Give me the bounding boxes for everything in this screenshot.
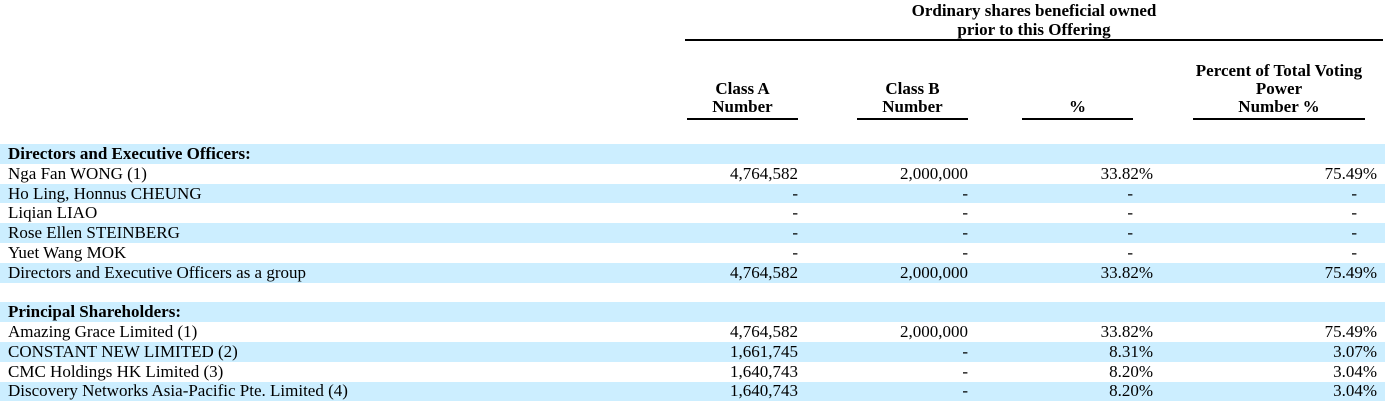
class-a-value: - — [792, 183, 798, 203]
column-header-class-b: Class B Number — [857, 80, 968, 120]
class-b-value: 2,000,000 — [900, 163, 968, 183]
percent-value: 8.31% — [1109, 341, 1153, 361]
class-a-value: 1,640,743 — [730, 361, 798, 381]
voting-power-value: 3.04% — [1333, 361, 1377, 381]
percent-value: - — [1127, 203, 1133, 223]
shareholder-name: Nga Fan WONG (1) — [8, 163, 147, 183]
section-row-directors: Directors and Executive Officers: — [0, 144, 1385, 164]
class-a-value: 4,764,582 — [730, 262, 798, 282]
class-b-value: - — [962, 183, 968, 203]
class-b-label: Class B — [885, 79, 940, 98]
class-a-value: 1,661,745 — [730, 341, 798, 361]
class-b-value: - — [962, 381, 968, 401]
voting-power-value: 3.04% — [1333, 381, 1377, 401]
class-b-value: - — [962, 223, 968, 243]
voting-power-label-line2: Power — [1255, 79, 1303, 98]
shareholder-name: Yuet Wang MOK — [8, 242, 127, 262]
class-b-value: - — [962, 341, 968, 361]
table-row: Yuet Wang MOK - - - - — [0, 243, 1385, 263]
column-header-row: Class A Number Class B Number % Percent … — [0, 41, 1385, 120]
shareholder-name: CONSTANT NEW LIMITED (2) — [8, 341, 238, 361]
table-title-line2: prior to this Offering — [957, 20, 1111, 39]
voting-power-value: - — [1351, 223, 1357, 243]
shareholder-name: CMC Holdings HK Limited (3) — [8, 361, 224, 381]
table-row: Nga Fan WONG (1) 4,764,582 2,000,000 33.… — [0, 164, 1385, 184]
shareholder-name: Amazing Grace Limited (1) — [8, 322, 198, 342]
table-title-line1: Ordinary shares beneficial owned — [911, 1, 1157, 20]
voting-power-label-line1: Percent of Total Voting — [1195, 61, 1363, 80]
table-body: Directors and Executive Officers: Nga Fa… — [0, 144, 1385, 402]
class-b-value: - — [962, 242, 968, 262]
percent-value: 33.82% — [1100, 163, 1153, 183]
column-header-voting-power: Percent of Total Voting Power Number % — [1193, 62, 1365, 120]
spacer-row — [0, 283, 1385, 303]
class-a-value: - — [792, 223, 798, 243]
class-a-sublabel: Number — [712, 97, 773, 116]
percent-value: 33.82% — [1100, 322, 1153, 342]
voting-power-value: - — [1351, 183, 1357, 203]
class-b-value: 2,000,000 — [900, 322, 968, 342]
shareholder-name: Liqian LIAO — [8, 203, 98, 223]
percent-value: - — [1127, 223, 1133, 243]
class-a-value: 4,764,582 — [730, 322, 798, 342]
class-a-value: 1,640,743 — [730, 381, 798, 401]
voting-power-value: 3.07% — [1333, 341, 1377, 361]
shareholder-name: Ho Ling, Honnus CHEUNG — [8, 183, 202, 203]
shareholder-name: Rose Ellen STEINBERG — [8, 223, 180, 243]
column-header-class-a: Class A Number — [687, 80, 798, 120]
section-title: Principal Shareholders: — [8, 302, 181, 322]
table-title: Ordinary shares beneficial owned prior t… — [685, 0, 1383, 41]
class-a-value: - — [792, 242, 798, 262]
table-row: CMC Holdings HK Limited (3) 1,640,743 - … — [0, 362, 1385, 382]
column-header-percent: % — [1022, 98, 1133, 120]
table-row-group-total: Directors and Executive Officers as a gr… — [0, 263, 1385, 283]
section-row-principal-shareholders: Principal Shareholders: — [0, 302, 1385, 323]
section-title: Directors and Executive Officers: — [8, 143, 251, 163]
shareholder-name: Discovery Networks Asia-Pacific Pte. Lim… — [8, 381, 348, 401]
table-row: Ho Ling, Honnus CHEUNG - - - - — [0, 184, 1385, 204]
table-row: Discovery Networks Asia-Pacific Pte. Lim… — [0, 381, 1385, 402]
table-row: Liqian LIAO - - - - — [0, 203, 1385, 223]
percent-value: - — [1127, 183, 1133, 203]
voting-power-value: - — [1351, 203, 1357, 223]
class-a-value: - — [792, 203, 798, 223]
voting-power-value: 75.49% — [1324, 163, 1377, 183]
shareholder-name: Directors and Executive Officers as a gr… — [8, 262, 307, 282]
percent-value: 33.82% — [1100, 262, 1153, 282]
percent-value: 8.20% — [1109, 361, 1153, 381]
percent-label: % — [1069, 97, 1086, 116]
voting-power-value: 75.49% — [1324, 322, 1377, 342]
voting-power-value: 75.49% — [1324, 262, 1377, 282]
class-b-sublabel: Number — [882, 97, 943, 116]
voting-power-value: - — [1351, 242, 1357, 262]
class-b-value: 2,000,000 — [900, 262, 968, 282]
table-row: CONSTANT NEW LIMITED (2) 1,661,745 - 8.3… — [0, 342, 1385, 362]
table-row: Amazing Grace Limited (1) 4,764,582 2,00… — [0, 322, 1385, 342]
class-b-value: - — [962, 203, 968, 223]
class-b-value: - — [962, 361, 968, 381]
voting-power-label-line3: Number % — [1238, 97, 1320, 116]
percent-value: 8.20% — [1109, 381, 1153, 401]
class-a-value: 4,764,582 — [730, 163, 798, 183]
table-row: Rose Ellen STEINBERG - - - - — [0, 223, 1385, 243]
class-a-label: Class A — [715, 79, 770, 98]
percent-value: - — [1127, 242, 1133, 262]
